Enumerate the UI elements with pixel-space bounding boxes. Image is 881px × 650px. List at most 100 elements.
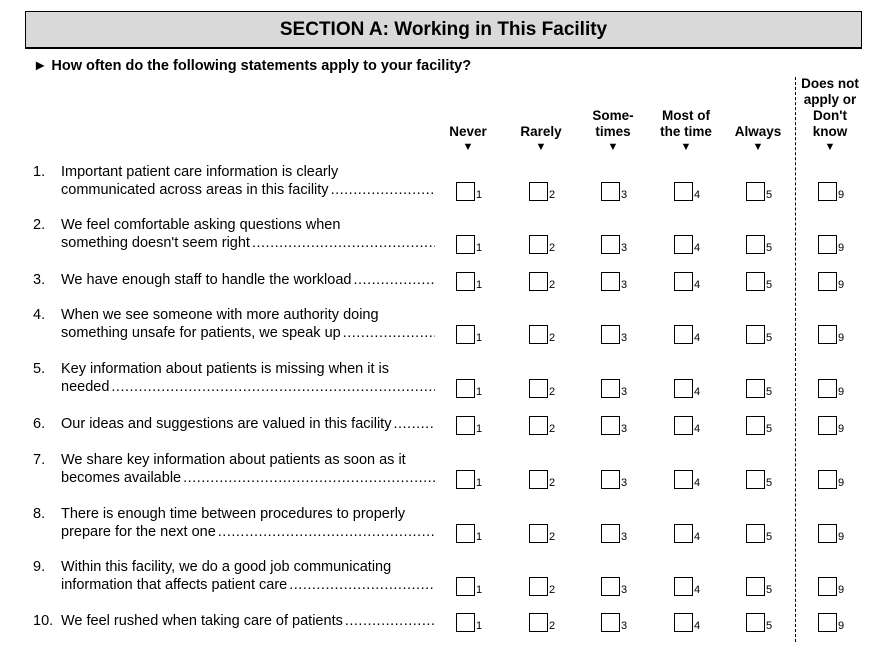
response-checkbox[interactable]: 1 — [456, 577, 482, 596]
checkbox-square[interactable] — [456, 416, 475, 435]
checkbox-square[interactable] — [529, 235, 548, 254]
checkbox-square[interactable] — [746, 272, 765, 291]
checkbox-square[interactable] — [529, 379, 548, 398]
response-checkbox[interactable]: 4 — [674, 577, 700, 596]
response-checkbox[interactable]: 3 — [601, 272, 627, 291]
response-checkbox[interactable]: 5 — [746, 613, 772, 632]
checkbox-square[interactable] — [818, 272, 837, 291]
response-checkbox[interactable]: 9 — [818, 577, 844, 596]
response-checkbox[interactable]: 9 — [818, 416, 844, 435]
response-checkbox[interactable]: 3 — [601, 613, 627, 632]
checkbox-square[interactable] — [529, 416, 548, 435]
response-checkbox[interactable]: 9 — [818, 272, 844, 291]
response-checkbox[interactable]: 2 — [529, 416, 555, 435]
checkbox-square[interactable] — [456, 613, 475, 632]
response-checkbox[interactable]: 5 — [746, 416, 772, 435]
response-checkbox[interactable]: 4 — [674, 272, 700, 291]
checkbox-square[interactable] — [818, 524, 837, 543]
checkbox-square[interactable] — [529, 613, 548, 632]
response-checkbox[interactable]: 1 — [456, 182, 482, 201]
checkbox-square[interactable] — [818, 379, 837, 398]
response-checkbox[interactable]: 3 — [601, 182, 627, 201]
checkbox-square[interactable] — [456, 379, 475, 398]
checkbox-square[interactable] — [529, 524, 548, 543]
response-checkbox[interactable]: 3 — [601, 577, 627, 596]
response-checkbox[interactable]: 3 — [601, 524, 627, 543]
checkbox-square[interactable] — [818, 613, 837, 632]
checkbox-square[interactable] — [529, 470, 548, 489]
response-checkbox[interactable]: 5 — [746, 379, 772, 398]
response-checkbox[interactable]: 4 — [674, 182, 700, 201]
checkbox-square[interactable] — [746, 182, 765, 201]
checkbox-square[interactable] — [601, 272, 620, 291]
response-checkbox[interactable]: 3 — [601, 325, 627, 344]
response-checkbox[interactable]: 3 — [601, 235, 627, 254]
checkbox-square[interactable] — [746, 379, 765, 398]
response-checkbox[interactable]: 1 — [456, 235, 482, 254]
checkbox-square[interactable] — [818, 182, 837, 201]
checkbox-square[interactable] — [456, 182, 475, 201]
checkbox-square[interactable] — [674, 272, 693, 291]
response-checkbox[interactable]: 5 — [746, 235, 772, 254]
response-checkbox[interactable]: 4 — [674, 470, 700, 489]
response-checkbox[interactable]: 9 — [818, 182, 844, 201]
checkbox-square[interactable] — [601, 470, 620, 489]
checkbox-square[interactable] — [601, 325, 620, 344]
response-checkbox[interactable]: 5 — [746, 182, 772, 201]
response-checkbox[interactable]: 5 — [746, 272, 772, 291]
response-checkbox[interactable]: 2 — [529, 182, 555, 201]
response-checkbox[interactable]: 2 — [529, 470, 555, 489]
checkbox-square[interactable] — [601, 379, 620, 398]
response-checkbox[interactable]: 2 — [529, 235, 555, 254]
response-checkbox[interactable]: 3 — [601, 416, 627, 435]
checkbox-square[interactable] — [746, 325, 765, 344]
response-checkbox[interactable]: 4 — [674, 379, 700, 398]
response-checkbox[interactable]: 1 — [456, 613, 482, 632]
response-checkbox[interactable]: 4 — [674, 416, 700, 435]
checkbox-square[interactable] — [746, 235, 765, 254]
response-checkbox[interactable]: 1 — [456, 524, 482, 543]
checkbox-square[interactable] — [746, 524, 765, 543]
response-checkbox[interactable]: 9 — [818, 325, 844, 344]
checkbox-square[interactable] — [674, 325, 693, 344]
checkbox-square[interactable] — [674, 379, 693, 398]
checkbox-square[interactable] — [818, 325, 837, 344]
checkbox-square[interactable] — [456, 235, 475, 254]
response-checkbox[interactable]: 5 — [746, 325, 772, 344]
response-checkbox[interactable]: 5 — [746, 577, 772, 596]
checkbox-square[interactable] — [601, 235, 620, 254]
checkbox-square[interactable] — [601, 182, 620, 201]
checkbox-square[interactable] — [674, 577, 693, 596]
response-checkbox[interactable]: 2 — [529, 577, 555, 596]
response-checkbox[interactable]: 9 — [818, 235, 844, 254]
checkbox-square[interactable] — [674, 182, 693, 201]
checkbox-square[interactable] — [674, 235, 693, 254]
response-checkbox[interactable]: 5 — [746, 470, 772, 489]
response-checkbox[interactable]: 1 — [456, 325, 482, 344]
checkbox-square[interactable] — [601, 577, 620, 596]
response-checkbox[interactable]: 3 — [601, 470, 627, 489]
checkbox-square[interactable] — [601, 524, 620, 543]
response-checkbox[interactable]: 4 — [674, 524, 700, 543]
response-checkbox[interactable]: 2 — [529, 613, 555, 632]
checkbox-square[interactable] — [674, 613, 693, 632]
checkbox-square[interactable] — [674, 416, 693, 435]
checkbox-square[interactable] — [456, 470, 475, 489]
checkbox-square[interactable] — [818, 416, 837, 435]
response-checkbox[interactable]: 2 — [529, 272, 555, 291]
response-checkbox[interactable]: 4 — [674, 613, 700, 632]
checkbox-square[interactable] — [746, 470, 765, 489]
checkbox-square[interactable] — [674, 524, 693, 543]
checkbox-square[interactable] — [601, 416, 620, 435]
response-checkbox[interactable]: 9 — [818, 470, 844, 489]
response-checkbox[interactable]: 2 — [529, 379, 555, 398]
response-checkbox[interactable]: 9 — [818, 524, 844, 543]
response-checkbox[interactable]: 1 — [456, 379, 482, 398]
checkbox-square[interactable] — [529, 182, 548, 201]
checkbox-square[interactable] — [529, 577, 548, 596]
response-checkbox[interactable]: 3 — [601, 379, 627, 398]
checkbox-square[interactable] — [746, 416, 765, 435]
checkbox-square[interactable] — [674, 470, 693, 489]
checkbox-square[interactable] — [456, 524, 475, 543]
checkbox-square[interactable] — [456, 577, 475, 596]
